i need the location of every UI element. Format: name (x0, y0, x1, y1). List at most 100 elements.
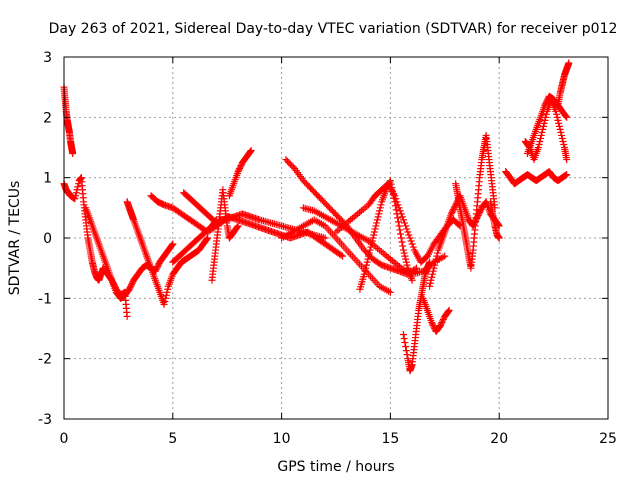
data-point-q (427, 276, 435, 284)
data-point-n (389, 187, 397, 195)
data-point-i (234, 168, 242, 176)
data-point-n (399, 246, 407, 254)
data-point-n (393, 210, 401, 218)
data-point-q (434, 249, 442, 257)
data-point-q (476, 207, 484, 215)
data-point-q (448, 208, 456, 216)
data-point-p (444, 307, 452, 315)
data-point-n (395, 222, 403, 230)
data-point-p (429, 321, 437, 329)
data-point-o (399, 331, 407, 339)
data-point-n (397, 234, 405, 242)
data-point-c (127, 282, 135, 290)
data-point-m (404, 228, 412, 236)
data-point-n (362, 264, 370, 272)
axis-ticks: 0 5 10 15 20 25 -3 -2 -1 0 1 2 3 (38, 50, 617, 447)
data-point-n (389, 191, 397, 199)
data-point-v (535, 140, 543, 148)
data-point-v (541, 116, 549, 124)
data-point-m (409, 243, 417, 251)
data-point-q (429, 267, 437, 275)
data-point-n (387, 180, 395, 188)
x-tick-label: 0 (60, 431, 69, 447)
data-point-n (373, 219, 381, 227)
data-point-p (439, 317, 447, 325)
data-point-v (539, 125, 547, 133)
data-point-n (403, 261, 411, 269)
data-point-b (123, 312, 131, 320)
data-point-v (560, 140, 568, 148)
data-point-v (563, 156, 571, 164)
data-point-c (127, 281, 135, 289)
data-point-n (360, 270, 368, 278)
data-point-v (557, 128, 565, 136)
data-point-q (431, 261, 439, 269)
data-point-d (163, 288, 171, 296)
data-point-n (365, 252, 373, 260)
x-tick-label: 5 (168, 431, 177, 447)
data-point-n (368, 237, 376, 245)
data-point-q (450, 205, 458, 213)
data-point-c (169, 240, 177, 248)
data-point-p (428, 318, 436, 326)
data-point-n (391, 202, 399, 210)
y-tick-label: -1 (38, 291, 52, 307)
data-point-f (337, 251, 345, 259)
data-point-m (406, 234, 414, 242)
data-point-a (69, 150, 77, 158)
data-point-q (426, 282, 434, 290)
data-point-d (162, 291, 170, 299)
data-point-b (74, 183, 82, 191)
y-tick-label: -2 (38, 352, 52, 368)
data-point-n (383, 183, 391, 191)
data-point-v (539, 122, 547, 130)
data-point-i (247, 147, 255, 155)
data-point-m (403, 225, 411, 233)
data-point-q (471, 219, 479, 227)
data-point-n (373, 216, 381, 224)
x-tick-label: 25 (599, 431, 617, 447)
data-point-n (391, 198, 399, 206)
data-point-v (537, 134, 545, 142)
data-point-n (371, 225, 379, 233)
data-point-m (396, 207, 404, 215)
data-point-b (72, 189, 80, 197)
data-point-m (408, 240, 416, 248)
data-point-v (558, 134, 566, 142)
data-point-q (426, 279, 434, 287)
data-point-v (553, 113, 561, 121)
data-point-w (565, 59, 573, 67)
data-point-d (160, 300, 168, 308)
data-point-p (439, 315, 447, 323)
data-point-d (161, 297, 169, 305)
data-point-v (542, 110, 550, 118)
data-point-v (553, 110, 561, 118)
data-point-n (368, 240, 376, 248)
data-point-u (563, 113, 571, 121)
data-point-c (168, 241, 176, 249)
x-tick-label: 10 (273, 431, 291, 447)
data-point-d (204, 234, 212, 242)
data-point-c (154, 263, 162, 271)
data-point-v (559, 137, 567, 145)
data-point-v (556, 125, 564, 133)
data-point-n (388, 184, 396, 192)
data-point-n (394, 218, 402, 226)
data-point-n (394, 214, 402, 222)
data-point-n (400, 249, 408, 257)
data-point-p (438, 318, 446, 326)
data-point-v (552, 107, 560, 115)
data-point-n (392, 206, 400, 214)
data-point-s (495, 234, 503, 242)
data-point-v (558, 131, 566, 139)
data-point-n (369, 234, 377, 242)
data-point-q (447, 210, 455, 218)
data-point-n (402, 255, 410, 263)
data-point-n (370, 228, 378, 236)
data-point-j (289, 163, 297, 171)
x-tick-label: 20 (490, 431, 508, 447)
data-point-v (555, 119, 563, 127)
data-point-n (396, 226, 404, 234)
data-point-l (441, 252, 449, 260)
data-point-n (376, 207, 384, 215)
